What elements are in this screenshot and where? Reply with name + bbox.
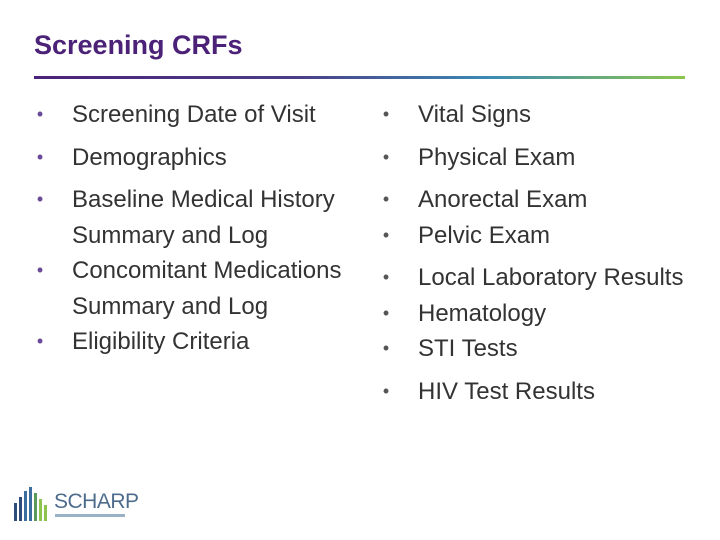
- list-item: • Anorectal Exam: [376, 182, 696, 218]
- bullet-icon: •: [36, 260, 44, 280]
- list-item-label: Physical Exam: [418, 143, 576, 171]
- list-item-label: Baseline Medical History Summary and Log: [72, 186, 335, 249]
- list-item: • Pelvic Exam: [376, 218, 696, 254]
- list-item: • Screening Date of Visit: [30, 97, 370, 133]
- list-item: • Concomitant Medications Summary and Lo…: [30, 253, 370, 324]
- list-item-label: Eligibility Criteria: [72, 328, 250, 355]
- logo-tagline-bar: [55, 514, 125, 517]
- list-item-label: Demographics: [72, 143, 227, 171]
- list-item-label: Anorectal Exam: [418, 186, 588, 213]
- bullet-icon: •: [382, 302, 390, 323]
- scharp-logo: SCHARP: [14, 487, 142, 523]
- list-item: • Eligibility Criteria: [30, 324, 370, 360]
- bullet-icon: •: [382, 104, 390, 124]
- bullet-icon: •: [382, 267, 390, 287]
- list-item: • Local Laboratory Results: [376, 260, 696, 296]
- right-bullet-list: • Vital Signs • Physical Exam • Anorecta…: [376, 97, 696, 416]
- list-item-label: STI Tests: [418, 335, 518, 362]
- bullet-icon: •: [36, 189, 44, 209]
- list-item-label: Pelvic Exam: [418, 221, 551, 249]
- bullet-icon: •: [382, 338, 390, 358]
- list-item: • Physical Exam: [376, 140, 696, 176]
- list-item-label: Concomitant Medications Summary and Log: [72, 257, 342, 320]
- list-item: • Baseline Medical History Summary and L…: [30, 182, 370, 253]
- bullet-icon: •: [36, 146, 44, 167]
- bullet-icon: •: [382, 224, 390, 245]
- list-item: • HIV Test Results: [376, 374, 696, 410]
- slide-title: Screening CRFs: [34, 30, 243, 60]
- logo-text: SCHARP: [54, 490, 139, 513]
- list-item: • Demographics: [30, 140, 370, 176]
- list-item-label: Vital Signs: [418, 101, 531, 128]
- list-item: • Hematology: [376, 296, 696, 332]
- list-item-label: Hematology: [418, 299, 547, 327]
- list-item: • Vital Signs: [376, 97, 696, 133]
- left-bullet-list: • Screening Date of Visit • Demographics…: [30, 97, 370, 367]
- bullet-icon: •: [382, 146, 390, 167]
- bullet-icon: •: [36, 331, 44, 351]
- list-item-label: HIV Test Results: [418, 377, 595, 405]
- bullet-icon: •: [36, 104, 44, 124]
- list-item: • STI Tests: [376, 331, 696, 367]
- title-underline: [34, 76, 685, 79]
- list-item-label: Local Laboratory Results: [418, 264, 684, 291]
- bullet-icon: •: [382, 380, 390, 401]
- list-item-label: Screening Date of Visit: [72, 101, 316, 128]
- bar-skyline-icon: [14, 487, 47, 521]
- bullet-icon: •: [382, 189, 390, 209]
